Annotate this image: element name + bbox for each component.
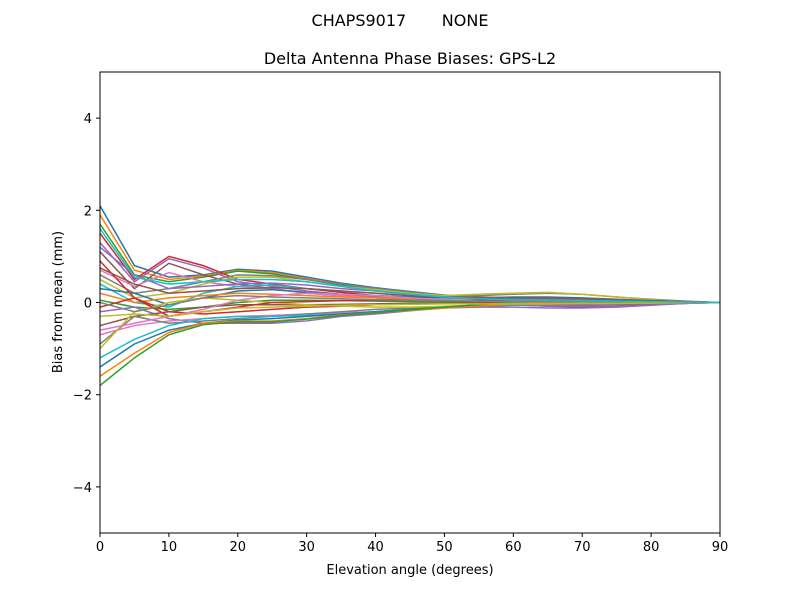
x-tick-label: 80 — [643, 540, 660, 555]
x-axis-label: Elevation angle (degrees) — [326, 563, 493, 578]
x-tick-label: 60 — [505, 540, 522, 555]
x-tick-label: 40 — [367, 540, 384, 555]
series-line-8 — [99, 276, 721, 304]
x-tick-label: 10 — [161, 540, 178, 555]
x-tick-label: 20 — [230, 540, 247, 555]
series-line-27 — [99, 294, 720, 313]
x-tick-label: 30 — [298, 540, 315, 555]
chart-suptitle: CHAPS9017 NONE — [312, 11, 489, 30]
x-tick-label: 0 — [96, 540, 104, 555]
y-tick-label: 0 — [84, 297, 92, 312]
y-tick-label: 2 — [84, 204, 92, 219]
axis-ticks: 0 10 20 30 40 50 60 70 80 90 −4 −2 0 2 4 — [73, 112, 728, 555]
x-tick-label: 50 — [436, 540, 453, 555]
series-line-0 — [99, 205, 721, 304]
series-line-1 — [99, 214, 721, 304]
series-lines — [99, 205, 721, 387]
y-tick-label: −2 — [73, 389, 92, 404]
plot-frame — [99, 71, 721, 534]
series-line-25 — [99, 267, 721, 304]
chart-title: Delta Antenna Phase Biases: GPS-L2 — [264, 49, 556, 68]
y-tick-label: −4 — [73, 481, 92, 496]
x-tick-label: 90 — [712, 540, 729, 555]
series-line-28 — [99, 301, 720, 318]
series-line-29 — [99, 228, 721, 304]
y-tick-label: 4 — [84, 112, 92, 127]
y-axis-label: Bias from mean (mm) — [51, 231, 66, 373]
x-tick-label: 70 — [574, 540, 591, 555]
